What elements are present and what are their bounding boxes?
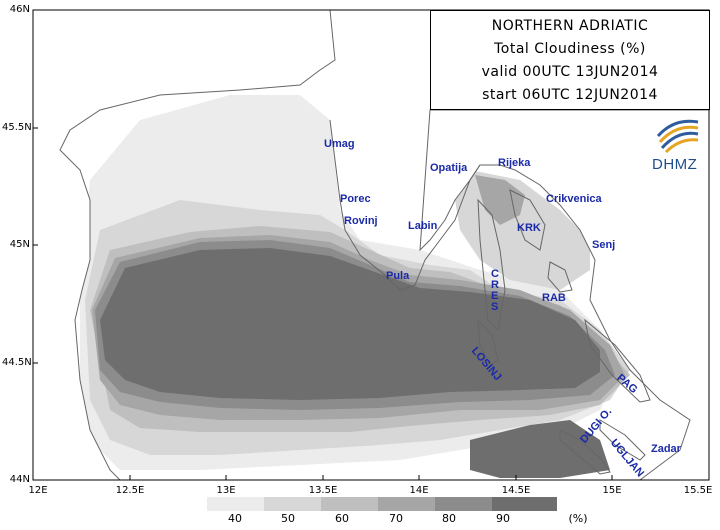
lon-tick-label: 15E — [602, 485, 622, 496]
lon-tick-label: 13E — [216, 485, 236, 496]
place-umag: Umag — [324, 138, 355, 150]
place-senj: Senj — [592, 239, 616, 251]
island-cres — [477, 198, 506, 332]
lat-tick-label: 44.5N — [2, 357, 32, 368]
island-pag — [584, 318, 651, 403]
italy-landmass — [32, 9, 336, 481]
lon-tick-label: 15.5E — [683, 485, 713, 496]
place-cres: CRES — [491, 268, 499, 313]
title-valid-time: valid 00UTC 13JUN2014 — [481, 63, 659, 80]
place-krk: KRK — [517, 222, 541, 234]
legend-swatch-90 — [492, 497, 557, 511]
island-krk — [509, 189, 546, 251]
title-region: NORTHERN ADRIATIC — [491, 17, 649, 34]
istria-coast — [329, 119, 481, 291]
legend-swatch-60 — [321, 497, 378, 511]
place-rab: RAB — [542, 292, 566, 304]
legend-label: 40 — [228, 512, 242, 525]
place-rovinj: Rovinj — [344, 215, 378, 227]
lat-tick-label: 46N — [9, 4, 30, 15]
legend-colorbar — [207, 497, 557, 511]
lon-tick-label: 12.5E — [115, 485, 145, 496]
title-box: NORTHERN ADRIATIC Total Cloudiness (%) v… — [430, 10, 710, 110]
dhmz-swirl-logo — [656, 119, 699, 154]
legend-label: 90 — [496, 512, 510, 525]
place-rijeka: Rijeka — [498, 157, 531, 169]
dhmz-logo-text: DHMZ — [652, 156, 698, 173]
place-opatija: Opatija — [430, 162, 468, 174]
cloud-band-70-northeast — [475, 175, 525, 225]
lat-tick-marks — [33, 9, 38, 481]
place-labin: Labin — [408, 220, 438, 232]
place-porec: Porec — [340, 193, 371, 205]
place-zadar: Zadar — [651, 443, 681, 455]
croatia-landmass — [419, 109, 710, 481]
island-rab — [547, 261, 573, 293]
lon-tick-marks — [32, 475, 710, 480]
lat-tick-label: 45.5N — [2, 122, 32, 133]
legend-swatch-50 — [264, 497, 321, 511]
legend-swatch-40 — [207, 497, 264, 511]
legend-label: 50 — [281, 512, 295, 525]
title-variable: Total Cloudiness (%) — [494, 40, 646, 57]
lat-tick-label: 44N — [9, 474, 30, 485]
lat-tick-label: 45N — [9, 239, 30, 250]
legend-swatch-70 — [378, 497, 435, 511]
cloud-band-90-south — [470, 420, 610, 478]
legend-swatch-80 — [435, 497, 492, 511]
title-start-time: start 06UTC 12JUN2014 — [482, 86, 658, 103]
legend-label: 60 — [335, 512, 349, 525]
island-losinj — [477, 318, 499, 366]
lon-tick-label: 14.5E — [501, 485, 531, 496]
place-pula: Pula — [386, 270, 410, 282]
place-crikvenica: Crikvenica — [546, 193, 602, 205]
lon-tick-label: 13.5E — [308, 485, 338, 496]
legend-label: 70 — [389, 512, 403, 525]
lon-tick-label: 14E — [409, 485, 429, 496]
island-dugi-otok — [559, 429, 611, 475]
legend-unit: (%) — [568, 512, 588, 525]
lon-tick-label: 12E — [28, 485, 48, 496]
island-ugljan — [599, 419, 646, 461]
legend-label: 80 — [442, 512, 456, 525]
cloud-band-90 — [100, 248, 600, 400]
